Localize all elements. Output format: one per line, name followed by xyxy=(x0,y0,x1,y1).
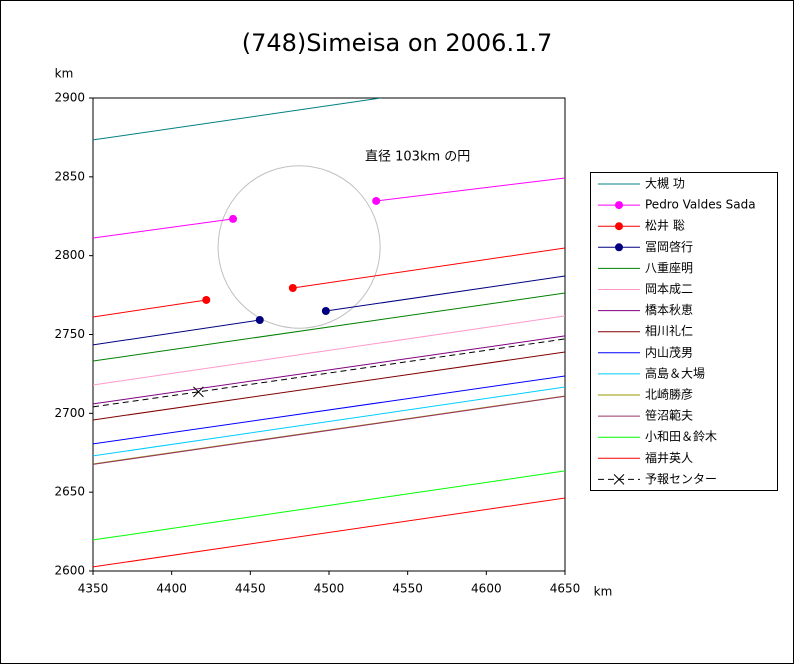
series-line xyxy=(93,292,565,362)
series-line xyxy=(93,98,381,141)
x-tick-label: 4450 xyxy=(235,582,266,596)
data-point xyxy=(255,315,264,324)
legend-label: 八重座明 xyxy=(645,260,693,275)
legend-label: 笹沼範夫 xyxy=(645,408,693,423)
y-tick-label: 2700 xyxy=(54,406,85,420)
y-tick-label: 2800 xyxy=(54,248,85,262)
x-tick-label: 4600 xyxy=(471,582,502,596)
x-tick-label: 4350 xyxy=(78,582,109,596)
series-line xyxy=(93,395,565,465)
series-line xyxy=(93,335,565,405)
y-tick-label: 2750 xyxy=(54,327,85,341)
x-tick-label: 4550 xyxy=(392,582,423,596)
x-tick-label: 4650 xyxy=(550,582,581,596)
series-line xyxy=(93,375,565,445)
y-tick-label: 2850 xyxy=(54,169,85,183)
series-line xyxy=(93,497,565,568)
x-tick-label: 4500 xyxy=(314,582,345,596)
series-line xyxy=(93,338,565,408)
x-tick-label: 4400 xyxy=(156,582,187,596)
series-line xyxy=(93,470,565,541)
data-point xyxy=(615,243,623,252)
legend-label: 橋本秋恵 xyxy=(645,303,693,317)
circle-label: 直径 103km の円 xyxy=(365,150,470,165)
series-line xyxy=(93,386,565,457)
legend-label: 高島＆大場 xyxy=(645,365,705,380)
legend-label: 岡本成二 xyxy=(645,282,693,296)
plot-area xyxy=(92,97,566,572)
legend-label: 予報センター xyxy=(645,472,717,486)
y-tick-label: 2900 xyxy=(54,91,85,105)
legend-label: 内山茂男 xyxy=(645,345,693,359)
plot-content xyxy=(93,98,565,568)
y-axis-label: km xyxy=(55,67,74,81)
chart-title: (748)Simeisa on 2006.1.7 xyxy=(242,29,553,57)
x-axis-label: km xyxy=(594,585,613,599)
legend-label: 冨岡啓行 xyxy=(645,239,693,254)
legend-label: 松井 聡 xyxy=(645,219,685,233)
diameter-circle xyxy=(217,165,381,329)
legend-label: 北崎勝彦 xyxy=(645,387,693,402)
data-point xyxy=(229,214,238,223)
data-point xyxy=(372,196,381,205)
series-line xyxy=(93,275,565,346)
y-tick-label: 2650 xyxy=(54,485,85,499)
data-point xyxy=(615,201,623,210)
data-point xyxy=(193,386,204,398)
series-line xyxy=(93,315,565,386)
legend-label: 相川礼仁 xyxy=(645,323,693,338)
legend-label: 大槻 功 xyxy=(645,176,685,191)
series-line xyxy=(93,177,565,239)
series-line xyxy=(93,247,565,318)
legend-label: 福井英人 xyxy=(645,450,693,465)
legend-label: 小和田＆鈴木 xyxy=(645,429,717,444)
series-line xyxy=(93,351,565,421)
y-tick-label: 2600 xyxy=(54,564,85,578)
legend-label: Pedro Valdes Sada xyxy=(645,198,756,212)
data-point xyxy=(613,474,625,485)
data-point xyxy=(202,295,211,304)
data-point xyxy=(321,307,330,316)
data-point xyxy=(615,222,623,231)
data-point xyxy=(288,283,297,292)
